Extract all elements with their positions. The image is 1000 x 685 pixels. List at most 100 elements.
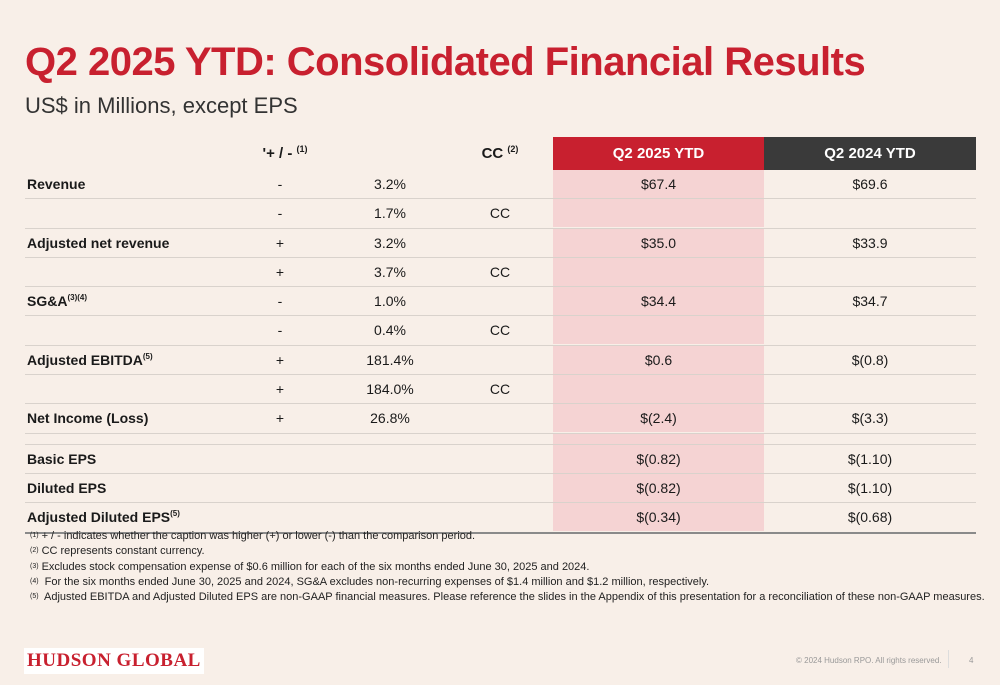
row-label: SG&A(3)(4) (27, 287, 87, 315)
value-q2-2025 (553, 316, 764, 345)
footnote-text: CC represents constant currency. (41, 545, 205, 558)
copyright: © 2024 Hudson RPO. All rights reserved. (796, 656, 942, 665)
value-q2-2025: $(2.4) (553, 404, 764, 433)
footnote-text: Excludes stock compensation expense of $… (41, 560, 590, 573)
value-q2-2025: $35.0 (553, 228, 764, 257)
table-row: Adjusted net revenue +3.2% $35.0 $33.9 (25, 228, 976, 258)
value-q2-2024 (764, 316, 976, 344)
change-sign: - (277, 176, 283, 192)
cc-indicator (465, 229, 535, 257)
value-q2-2025 (553, 199, 764, 228)
cc-indicator: CC (489, 205, 511, 222)
footnote-text: Adjusted EBITDA and Adjusted Diluted EPS… (41, 591, 985, 604)
table-row: - 1.7% CC (25, 199, 976, 229)
value-q2-2025: $0.6 (553, 345, 764, 374)
header-change: '+ / - (1) (262, 144, 308, 162)
value-q2-2024: $(0.68) (847, 509, 893, 526)
table-row: +3.7% CC (25, 257, 976, 288)
value-q2-2024: $33.9 (852, 234, 888, 251)
value-q2-2024 (764, 375, 976, 403)
cc-indicator: CC (489, 263, 511, 280)
footnote-number: (2) (30, 547, 39, 555)
table-row: Adjusted EBITDA(5) +181.4% $0.6 $(0.8) (25, 345, 976, 376)
footnote: (3) Excludes stock compensation expense o… (30, 560, 985, 575)
value-q2-2024: $(0.8) (851, 351, 889, 368)
change-sign: - (277, 205, 283, 222)
footnote: (5) Adjusted EBITDA and Adjusted Diluted… (30, 590, 985, 605)
row-label: Diluted EPS (27, 474, 106, 502)
page-number: 4 (969, 656, 974, 665)
change-percent: 26.8% (370, 410, 410, 427)
page-title: Q2 2025 YTD: Consolidated Financial Resu… (25, 40, 866, 84)
change-sign: - (277, 322, 283, 339)
row-label: Revenue (27, 170, 85, 198)
table-row: Net Income (Loss) +26.8% $(2.4) $(3.3) (25, 404, 976, 434)
row-label: Adjusted Diluted EPS(5) (27, 503, 180, 531)
row-label-text: Adjusted net revenue (27, 234, 170, 251)
eps-row: Diluted EPS $(0.82) $(1.10) (25, 473, 976, 504)
footnotes: (1) + / - indicates whether the caption w… (30, 529, 985, 605)
footnote: (2) CC represents constant currency. (30, 544, 985, 559)
row-label-text: Net Income (Loss) (27, 410, 149, 427)
footnote-number: (5) (30, 593, 39, 601)
change-sign: + (275, 263, 285, 280)
value-q2-2024: $(3.3) (851, 410, 889, 427)
results-table: '+ / - (1) CC (2) Q2 2025 YTD Q2 2024 YT… (25, 137, 976, 534)
hudson-global-logo: HUDSON GLOBAL (24, 648, 204, 674)
row-label: Basic EPS (27, 445, 96, 473)
cc-indicator (465, 287, 535, 315)
table-row: SG&A(3)(4) - 1.0% $34.4 $34.7 (25, 287, 976, 317)
page-subtitle: US$ in Millions, except EPS (25, 93, 298, 118)
change-percent: 3.2% (374, 176, 406, 192)
cc-indicator: CC (489, 381, 511, 398)
footnote: (4) For the six months ended June 30, 20… (30, 575, 985, 590)
table-row: - 0.4% CC (25, 316, 976, 346)
header-q2-2025: Q2 2025 YTD (553, 137, 764, 170)
cc-indicator (465, 404, 535, 432)
change-sign: + (275, 234, 285, 251)
row-label-text: Adjusted EBITDA (27, 351, 143, 368)
row-label: Adjusted net revenue (27, 229, 169, 257)
value-q2-2025 (553, 375, 764, 404)
row-label-text: Adjusted Diluted EPS (27, 509, 171, 526)
cc-indicator (465, 346, 535, 374)
row-label-footnote: (5) (170, 509, 180, 519)
footnote-text: For the six months ended June 30, 2025 a… (41, 575, 710, 588)
table-body: Revenue - 3.2% $67.4 $69.6 - 1.7% CC Adjusted ne… (25, 170, 976, 534)
footnote-text: + / - indicates whether the caption was … (41, 530, 476, 542)
value-q2-2024: $69.6 (852, 176, 888, 192)
value-q2-2025: $(0.82) (553, 444, 764, 473)
value-q2-2025: $34.4 (553, 287, 764, 316)
value-q2-2024: $(1.10) (847, 450, 893, 467)
row-label-text: Revenue (27, 176, 86, 192)
footnote: (1) + / - indicates whether the caption w… (30, 529, 985, 544)
change-sign: - (277, 293, 283, 310)
row-label-footnote: (5) (142, 351, 153, 361)
header-q2-2024: Q2 2024 YTD (764, 137, 976, 170)
change-percent: 1.0% (374, 293, 406, 310)
row-label-footnote: (3)(4) (67, 293, 88, 303)
table-row: Revenue - 3.2% $67.4 $69.6 (25, 170, 976, 200)
eps-row: Adjusted Diluted EPS(5) $(0.34) $(0.68) (25, 503, 976, 534)
footnote-number: (4) (30, 577, 39, 585)
row-label-text: SG&A (27, 293, 68, 310)
table-spacer (25, 433, 976, 445)
change-sign: + (275, 351, 285, 368)
value-q2-2024: $34.7 (852, 293, 888, 310)
value-q2-2024: $(1.10) (847, 479, 893, 496)
eps-row: Basic EPS $(0.82) $(1.10) (25, 444, 976, 474)
row-label-text: Diluted EPS (27, 479, 107, 496)
table-row: +184.0% CC (25, 375, 976, 405)
footer-divider (948, 650, 949, 668)
change-percent: 3.2% (374, 234, 406, 251)
value-q2-2025 (553, 257, 764, 286)
footnote-number: (1) (30, 532, 39, 539)
table-header: '+ / - (1) CC (2) Q2 2025 YTD Q2 2024 YT… (25, 137, 976, 170)
value-q2-2025: $67.4 (553, 170, 764, 198)
change-sign: + (275, 410, 285, 427)
value-q2-2025: $(0.34) (553, 503, 764, 532)
footnote-number: (3) (30, 562, 39, 570)
change-percent: 181.4% (366, 351, 414, 368)
row-label: Adjusted EBITDA(5) (27, 346, 153, 374)
change-percent: 0.4% (374, 322, 406, 339)
